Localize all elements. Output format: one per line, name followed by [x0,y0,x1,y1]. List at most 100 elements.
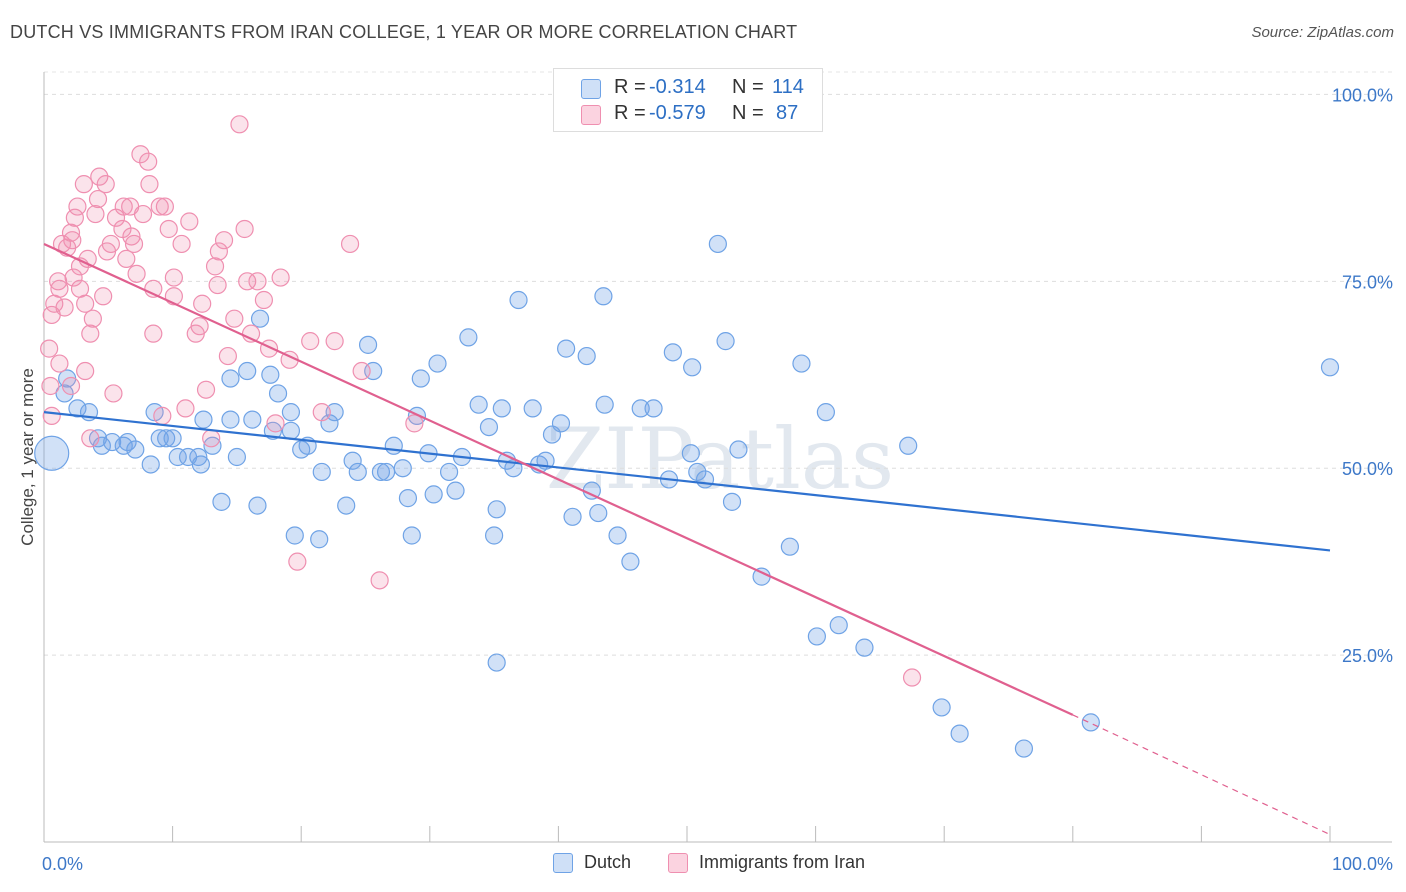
point-dutch [243,410,262,429]
point-iran [65,208,84,227]
point-dutch [722,492,742,511]
point-dutch [424,485,443,504]
trendline-iran [43,242,1074,716]
point-iran [238,272,257,291]
point-iran [214,231,234,250]
point-dutch [103,432,122,452]
point-dutch [557,339,576,358]
point-dutch [492,399,511,418]
point-dutch [191,455,210,474]
chart-title: DUTCH VS IMMIGRANTS FROM IRAN COLLEGE, 1… [10,22,798,42]
point-iran [209,242,228,261]
point-dutch [398,489,418,508]
point-dutch [194,410,213,429]
point-iran [124,234,144,254]
point-iran [61,223,81,242]
point-dutch [469,395,488,414]
point-dutch [589,503,608,523]
point-dutch [312,462,331,482]
y-tick-label: 50.0% [1342,459,1393,479]
point-iran [325,332,344,351]
point-dutch [509,290,528,310]
point-dutch [428,354,447,373]
point-iran [41,376,60,396]
point-dutch [248,496,267,515]
point-dutch [118,432,137,452]
legend-row-dutch: R = -0.314 N = 114 [554,75,822,101]
point-iran [50,354,69,373]
point-dutch [577,346,596,366]
point-iran [140,175,159,194]
point-dutch [621,552,640,571]
point-dutch [792,354,811,373]
trendline-dutch [43,411,1331,552]
point-dutch [829,616,848,635]
point-dutch [411,369,430,388]
point-iran [405,414,424,433]
legend-n-value-dutch: 114 [772,76,804,98]
point-dutch [683,358,702,377]
point-dutch [780,537,799,556]
trendline-extension-iran [1072,714,1331,836]
point-dutch [310,530,329,549]
point-dutch [807,627,826,646]
point-dutch [595,395,614,414]
point-dutch [261,365,280,384]
point-iran [49,272,68,291]
bottom-legend-label-iran: Immigrants from Iran [699,852,866,872]
point-dutch [439,462,459,482]
point-dutch [212,492,231,511]
point-iran [81,429,100,448]
point-dutch [950,724,969,743]
point-iran [155,197,174,216]
point-dutch [358,335,378,354]
point-iran [122,227,141,246]
point-iran [159,219,178,239]
point-dutch [227,447,246,467]
point-iran [144,324,163,343]
point-iran [55,298,74,317]
point-dutch [163,429,182,448]
point-iran [42,406,61,425]
point-iran [271,268,290,287]
point-dutch [250,309,270,328]
point-dutch [68,399,87,418]
point-dutch [1081,713,1100,732]
point-dutch [695,470,715,489]
point-iran [288,552,307,571]
point-iran [153,406,172,425]
point-dutch [644,399,663,418]
point-dutch [263,421,283,440]
point-iran [172,234,191,254]
point-dutch [459,328,478,347]
point-dutch [168,447,187,467]
point-iran [340,234,360,254]
point-dutch [1014,739,1034,758]
point-dutch [608,526,627,545]
legend-n-value-iran: 87 [776,102,799,124]
point-iran [218,346,237,366]
point-dutch [487,653,506,672]
point-dutch [485,526,504,545]
point-dutch [34,435,70,471]
point-iran [50,279,69,298]
point-iran [254,290,274,310]
y-tick-label: 75.0% [1342,272,1393,292]
point-dutch [221,410,240,429]
point-iran [94,287,113,306]
point-iran [61,376,81,396]
point-iran [370,571,389,590]
legend-swatch-iran [581,105,601,125]
legend-r-label: R = [614,76,646,98]
point-dutch [681,444,700,463]
point-dutch [663,343,682,362]
point-iran [88,189,108,209]
point-iran [202,429,221,448]
y-axis-label: College, 1 year or more [18,368,37,546]
legend-swatch-dutch [581,79,601,99]
point-dutch [126,440,145,459]
point-dutch [446,481,465,500]
point-dutch [631,399,650,418]
point-iran [139,152,158,171]
